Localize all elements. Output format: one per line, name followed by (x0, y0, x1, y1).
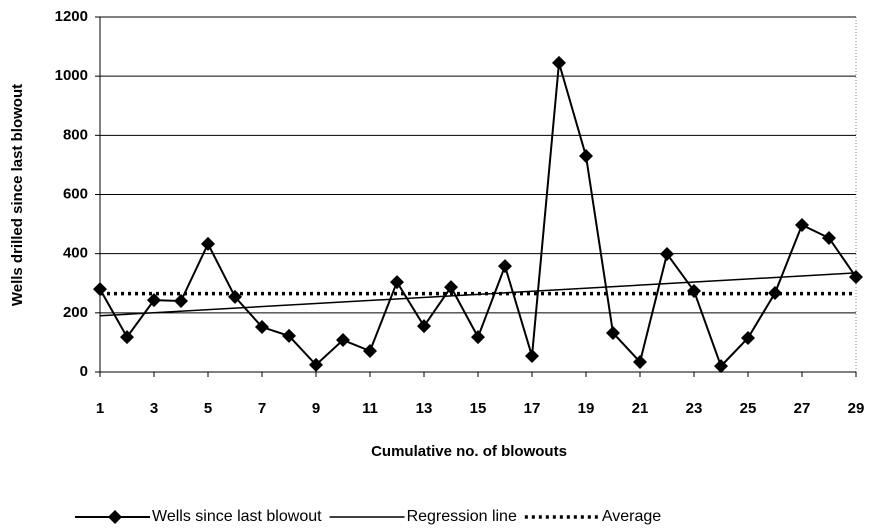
data-point (552, 55, 566, 70)
data-point (579, 149, 593, 164)
data-point (282, 328, 296, 343)
x-tick-label: 15 (470, 400, 487, 417)
data-point (795, 217, 809, 232)
x-tick-label: 13 (416, 400, 433, 417)
legend-label: Regression line (407, 508, 517, 525)
data-point (120, 330, 134, 345)
y-tick-label: 400 (63, 245, 88, 262)
data-point (714, 359, 728, 374)
data-point (849, 270, 863, 285)
data-point (471, 330, 485, 345)
x-tick-label: 27 (794, 400, 811, 417)
data-point (525, 349, 539, 364)
data-point (741, 330, 755, 345)
data-point (606, 325, 620, 340)
data-point (201, 236, 215, 251)
data-point (633, 354, 647, 369)
legend: Wells since last blowout Regression line A… (75, 508, 661, 525)
data-point (822, 230, 836, 245)
x-tick-label: 3 (150, 400, 158, 417)
data-point (228, 289, 242, 304)
y-axis-label: Wells drilled since last blowout (9, 84, 26, 306)
x-tick-label: 23 (686, 400, 703, 417)
y-tick-label: 1200 (55, 8, 88, 25)
x-tick-label: 9 (312, 400, 320, 417)
y-tick-label: 200 (63, 304, 88, 321)
x-tick-label: 5 (204, 400, 212, 417)
data-point (93, 282, 107, 297)
data-point (309, 357, 323, 372)
y-tick-label: 0 (80, 363, 88, 380)
y-tick-label: 1000 (55, 67, 88, 84)
legend-label: Wells since last blowout (152, 508, 322, 525)
data-point (147, 293, 161, 308)
data-point (390, 275, 404, 290)
data-point (336, 333, 350, 348)
data-point (417, 319, 431, 334)
x-tick-label: 19 (578, 400, 595, 417)
data-point (498, 259, 512, 274)
x-tick-label: 25 (740, 400, 757, 417)
x-tick-label: 21 (632, 400, 649, 417)
data-point (660, 246, 674, 261)
data-point (255, 320, 269, 335)
data-point (363, 343, 377, 358)
legend-marker (108, 510, 122, 524)
x-tick-label: 29 (848, 400, 865, 417)
data-point (444, 280, 458, 295)
data-point (174, 294, 188, 308)
y-tick-label: 600 (63, 185, 88, 202)
data-point (687, 283, 701, 298)
x-tick-label: 17 (524, 400, 541, 417)
y-tick-label: 800 (63, 126, 88, 143)
series-line (99, 62, 857, 368)
x-tick-label: 1 (96, 400, 104, 417)
x-tick-label: 7 (258, 400, 266, 417)
x-axis-label: Cumulative no. of blowouts (371, 443, 567, 460)
x-tick-label: 11 (362, 400, 378, 417)
data-point (768, 286, 782, 301)
legend-label: Average (602, 508, 661, 525)
